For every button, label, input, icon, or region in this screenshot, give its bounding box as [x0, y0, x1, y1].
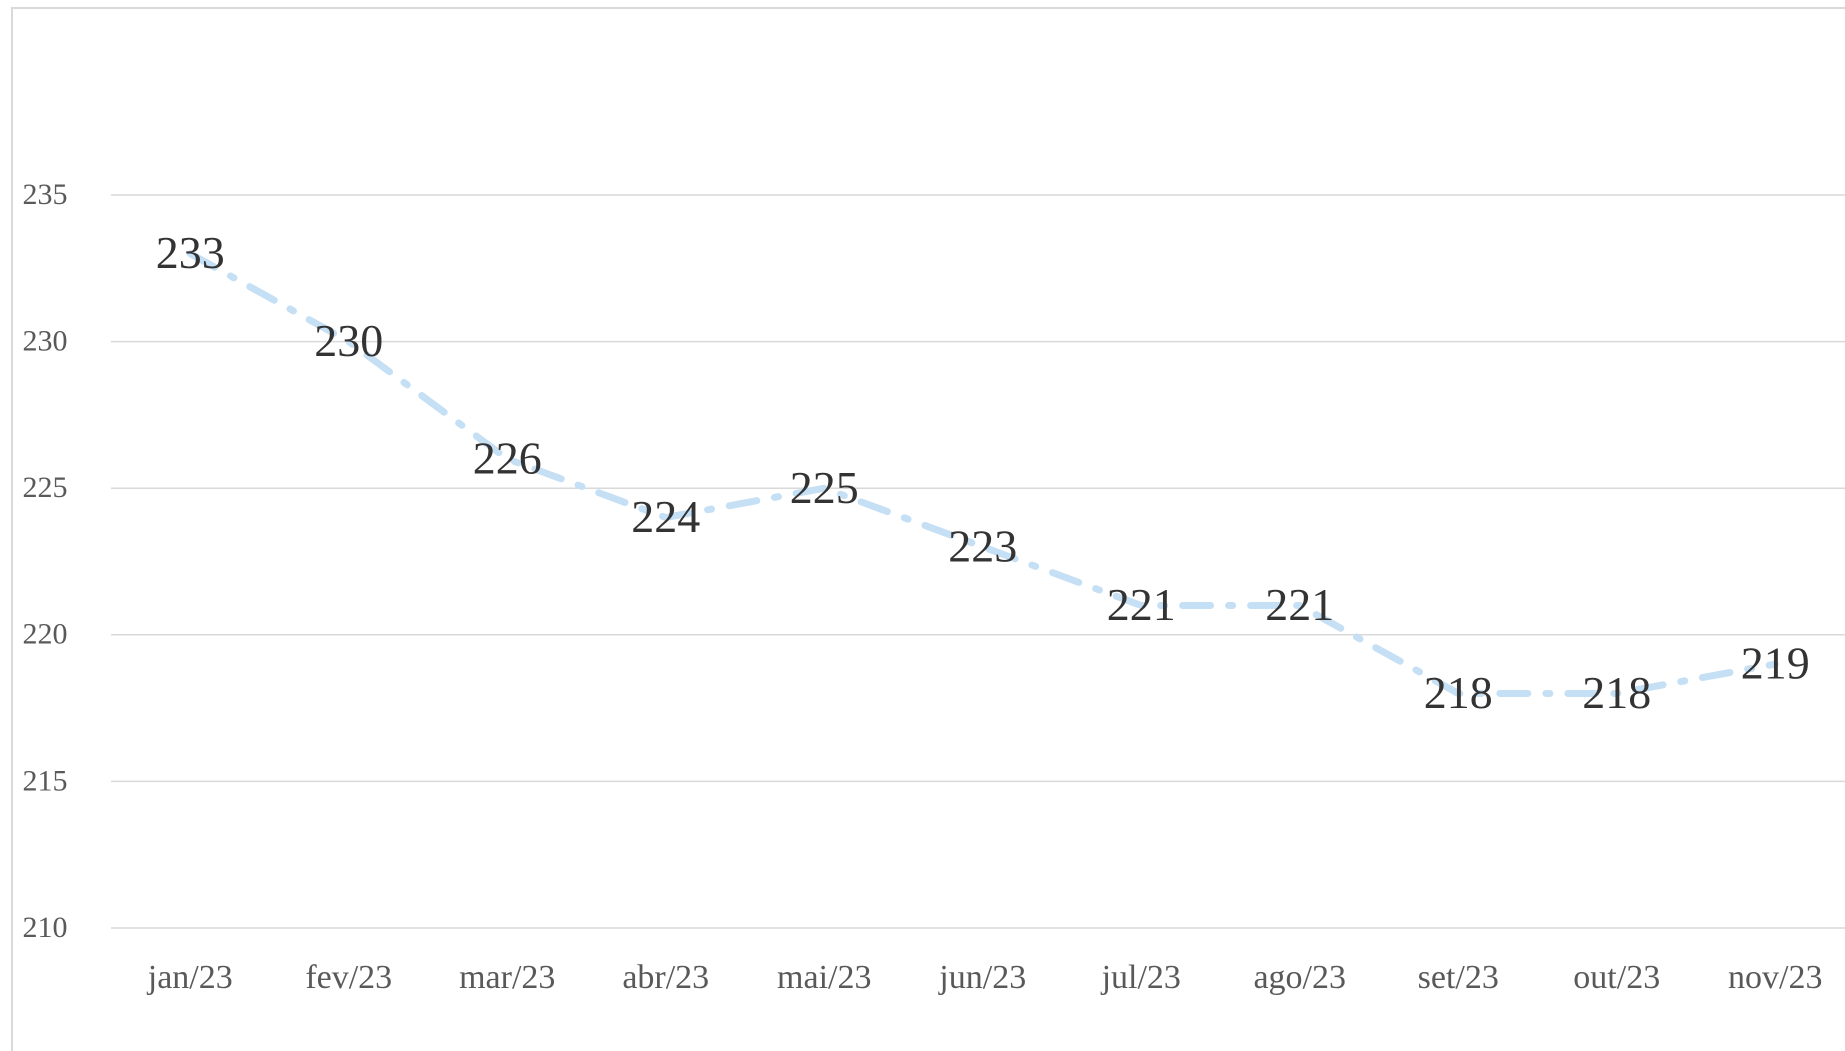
x-tick-label: out/23	[1573, 959, 1660, 996]
y-tick-label: 215	[23, 764, 68, 797]
data-label: 218	[1582, 667, 1651, 718]
x-tick-label: set/23	[1418, 959, 1499, 996]
x-tick-label: jun/23	[938, 959, 1026, 996]
x-tick-label: mai/23	[777, 959, 871, 996]
x-tick-label: ago/23	[1253, 959, 1346, 996]
data-label: 225	[790, 462, 859, 513]
data-label: 226	[473, 432, 542, 483]
data-label: 221	[1265, 579, 1334, 630]
x-tick-label: abr/23	[622, 959, 709, 996]
line-series	[186, 250, 1779, 697]
data-label: 223	[948, 520, 1017, 571]
x-tick-label: fev/23	[305, 959, 392, 996]
x-tick-label: mar/23	[459, 959, 555, 996]
data-label: 219	[1741, 638, 1810, 689]
y-tick-label: 225	[23, 471, 68, 504]
data-label: 230	[314, 315, 383, 366]
data-label: 218	[1424, 667, 1493, 718]
data-label: 224	[631, 491, 700, 542]
x-tick-label: jan/23	[147, 959, 233, 996]
y-tick-label: 230	[23, 324, 68, 357]
y-tick-label: 220	[23, 618, 68, 651]
x-tick-label: jul/23	[1101, 959, 1181, 996]
data-label: 233	[156, 227, 225, 278]
x-tick-label: nov/23	[1728, 959, 1822, 996]
y-tick-label: 235	[23, 178, 68, 211]
y-tick-label: 210	[23, 911, 68, 944]
data-label: 221	[1107, 579, 1176, 630]
